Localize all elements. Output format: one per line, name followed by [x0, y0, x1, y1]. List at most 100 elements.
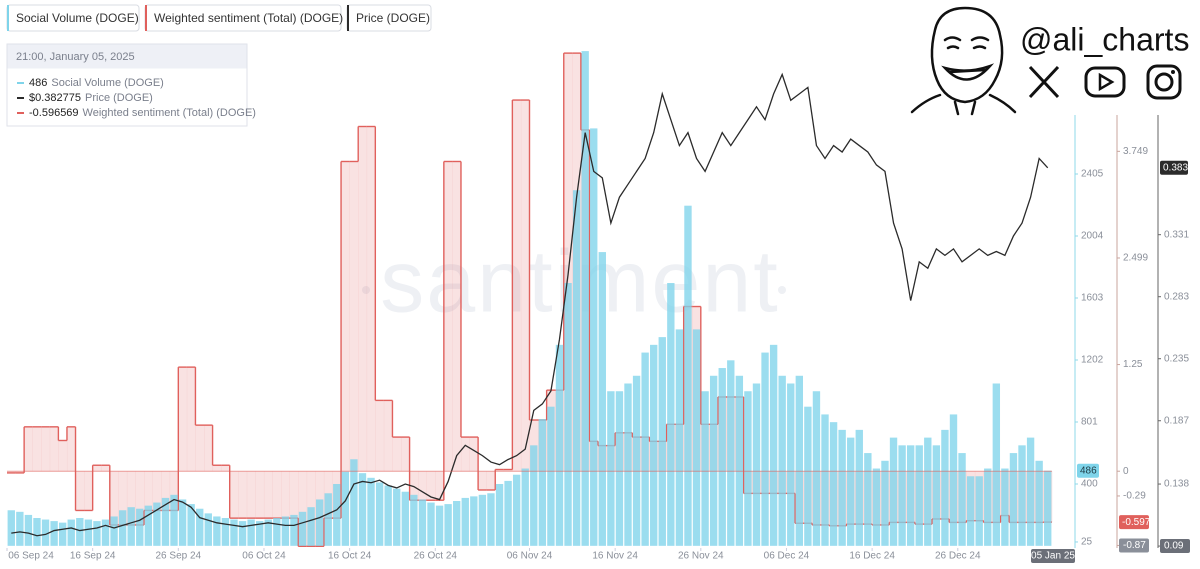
social-volume-bar — [350, 459, 358, 546]
y-tick-label: 1603 — [1081, 293, 1104, 304]
sentiment-area — [126, 471, 136, 525]
social-volume-bar — [915, 445, 923, 546]
y-tick-box — [1160, 539, 1190, 554]
cursor-x-box — [1031, 549, 1075, 563]
legend-label: Price (DOGE) — [356, 11, 430, 25]
social-volume-bar — [847, 437, 855, 546]
cursor-box — [1119, 515, 1149, 530]
social-volume-bar — [375, 482, 384, 546]
sentiment-area — [443, 161, 453, 472]
sentiment-area — [66, 426, 76, 472]
sentiment-area — [469, 437, 479, 472]
watermark-dot — [778, 286, 786, 294]
social-volume-bar — [752, 383, 761, 546]
social-volume-bar — [367, 477, 375, 546]
sentiment-area — [178, 367, 188, 472]
sentiment-area — [426, 471, 436, 501]
social-volume-bar — [898, 445, 906, 546]
social-volume-bar — [872, 468, 881, 546]
sentiment-area — [520, 100, 530, 472]
social-volume-bar — [76, 518, 84, 546]
social-volume-bar — [650, 344, 658, 546]
social-volume-bar — [290, 514, 298, 546]
social-volume-bar — [512, 474, 521, 546]
sentiment-area — [495, 469, 505, 472]
social-volume-bar — [1001, 468, 1009, 546]
social-volume-bar — [204, 513, 212, 546]
y-tick-label: 0.331 — [1164, 229, 1189, 240]
social-volume-bar — [555, 344, 564, 546]
social-volume-bar — [84, 519, 93, 546]
x-tick-label: 06 Sep 24 — [8, 551, 54, 562]
sentiment-area — [503, 469, 513, 472]
social-volume-bar — [727, 360, 735, 546]
social-volume-bar — [41, 519, 50, 546]
social-volume-bar — [624, 383, 632, 546]
sentiment-area — [49, 426, 59, 472]
x-tick-label: 26 Dec 24 — [935, 551, 981, 562]
social-volume-bar — [641, 352, 649, 546]
social-volume-bar — [1009, 453, 1018, 546]
sentiment-area — [144, 471, 153, 511]
social-volume-bar — [230, 519, 238, 546]
social-volume-bar — [958, 453, 966, 546]
plot-area — [7, 51, 1053, 547]
social-volume-bar — [393, 488, 401, 546]
sentiment-area — [298, 471, 308, 547]
social-volume-bar — [93, 521, 101, 546]
social-volume-bar — [256, 521, 264, 546]
social-volume-bar — [307, 507, 315, 546]
social-volume-bar — [324, 493, 332, 546]
tooltip-value: $0.382775 — [29, 92, 81, 104]
sentiment-area — [195, 425, 205, 472]
y-tick-label: -0.29 — [1123, 491, 1146, 502]
social-volume-bar — [975, 476, 983, 546]
social-volume-bar — [178, 499, 187, 546]
x-tick-label: 26 Sep 24 — [156, 551, 202, 562]
social-volume-bar — [735, 375, 744, 546]
youtube-play — [1098, 72, 1115, 92]
y-tick-label: 1202 — [1081, 355, 1104, 366]
x-icon[interactable] — [1028, 65, 1060, 99]
cursor-box — [1160, 160, 1188, 175]
youtube-icon[interactable] — [1084, 66, 1126, 98]
social-volume-bar — [966, 476, 975, 546]
x-tick-label: 16 Dec 24 — [849, 551, 895, 562]
social-volume-bar — [358, 473, 367, 546]
y-tick-label: -0.87 — [1123, 540, 1146, 551]
y-tick-label: 2.499 — [1123, 253, 1148, 264]
social-volume-bar — [924, 437, 932, 546]
tooltip-value: 486 — [29, 77, 47, 89]
social-volume-bar — [24, 514, 33, 546]
social-volume-bar — [478, 494, 487, 546]
tooltip: 21:00, January 05, 2025 486 Social Volume… — [6, 43, 256, 127]
tooltip-row: 486 Social Volume (DOGE) — [29, 77, 164, 89]
social-volume-bar — [333, 483, 341, 546]
legend: Social Volume (DOGE) Weighted sentiment … — [6, 4, 432, 32]
instagram-icon[interactable] — [1146, 64, 1182, 100]
social-volume-bar — [538, 419, 547, 546]
social-volume-bar — [521, 468, 529, 546]
social-volume-bar — [1044, 470, 1052, 546]
social-volume-bar — [118, 510, 127, 546]
social-volume-bar — [769, 344, 778, 546]
social-volume-bar — [598, 252, 606, 546]
instagram-dot — [1171, 70, 1175, 74]
social-volume-bar — [992, 383, 1001, 546]
social-volume-bar — [684, 205, 692, 546]
sentiment-area — [418, 471, 428, 501]
x-tick-label: 06 Dec 24 — [764, 551, 810, 562]
y-tick-label: 1.25 — [1123, 359, 1143, 370]
legend-label: Social Volume (DOGE) — [16, 11, 139, 25]
social-volume-bar — [16, 511, 24, 546]
social-volume-bar — [213, 516, 221, 546]
sentiment-area — [15, 471, 25, 473]
social-volume-bar — [658, 337, 666, 546]
tooltip-row: $0.382775 Price (DOGE) — [29, 92, 153, 104]
social-volume-bar — [487, 493, 495, 546]
sentiment-area — [358, 126, 368, 472]
social-volume-bar — [153, 502, 161, 546]
social-volume-bar — [384, 485, 392, 546]
cursor-value: -0.597 — [1122, 517, 1151, 528]
price-line — [11, 72, 1049, 537]
